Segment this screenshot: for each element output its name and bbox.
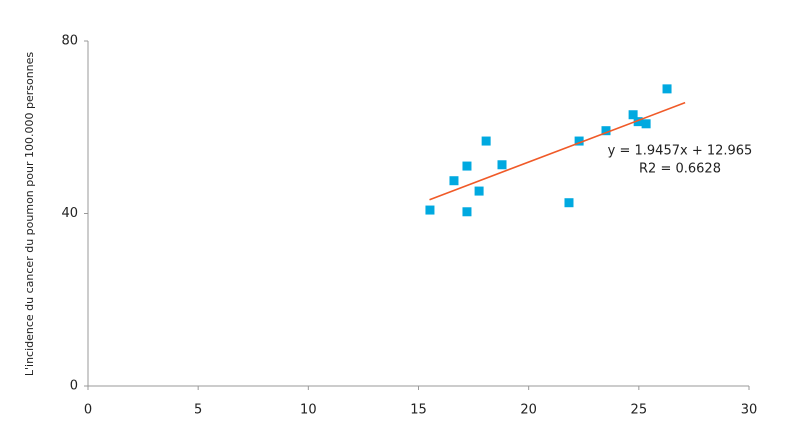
- point: [601, 126, 611, 136]
- point: [662, 84, 672, 94]
- y-tick-label: 40: [61, 206, 78, 221]
- trend-line: [429, 101, 686, 201]
- x-tick-label: 5: [194, 403, 202, 418]
- y-tick-label: 80: [61, 34, 78, 49]
- y-axis-label: L'incidence du cancer du poumon pour 100…: [23, 52, 36, 377]
- y-tick-label: 0: [70, 379, 78, 394]
- x-tick-label: 30: [741, 403, 758, 418]
- x-tick-label: 0: [84, 403, 92, 418]
- point: [641, 119, 651, 129]
- x-tick-label: 15: [410, 403, 427, 418]
- point: [574, 136, 584, 146]
- x-tick-label: 25: [631, 403, 648, 418]
- point: [474, 186, 484, 196]
- point: [449, 176, 459, 186]
- point: [564, 198, 574, 208]
- x-tick-label: 20: [520, 403, 537, 418]
- point: [628, 110, 638, 120]
- trend-r2: R2 = 0.6628: [639, 162, 721, 177]
- point: [481, 136, 491, 146]
- point: [425, 205, 435, 215]
- x-tick-label: 10: [300, 403, 317, 418]
- trend-equation: y = 1.9457x + 12.965: [608, 144, 753, 159]
- point: [497, 160, 507, 170]
- point: [633, 117, 643, 127]
- point: [462, 207, 472, 217]
- point: [462, 161, 472, 171]
